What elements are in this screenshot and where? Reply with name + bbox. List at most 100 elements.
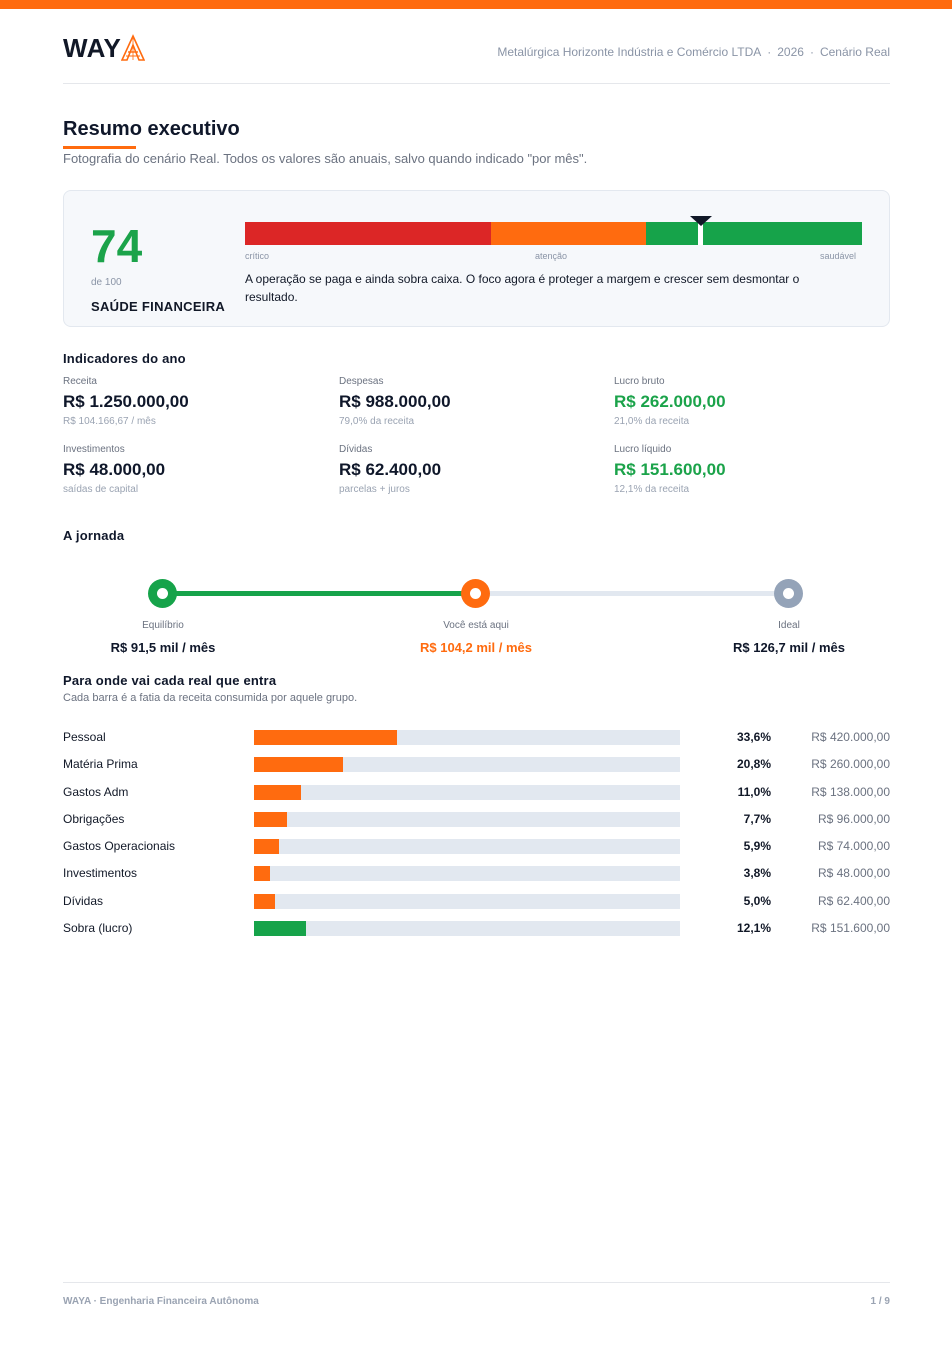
allocation-bar-fill [254,730,397,745]
allocation-row-name: Gastos Adm [63,784,129,799]
kpi-label: Dívidas [339,444,373,455]
allocation-bar-track [254,921,680,937]
gauge-attention-zone [491,222,646,245]
kpi-sub: R$ 104.166,67 / mês [63,416,156,427]
kpi-gross-profit: Lucro bruto R$ 262.000,00 21,0% da recei… [614,376,874,427]
allocation-row-amount: R$ 74.000,00 [817,839,890,854]
top-accent-bar [0,0,952,9]
allocation-row: Pessoal 33,6% R$ 420.000,00 [63,727,890,754]
logo-text: WAY [63,33,122,63]
page-number: 1 / 9 [870,1296,890,1307]
allocation-row-percent: 33,6% [736,730,771,744]
allocation-bar-track [254,893,680,909]
allocation-bar-fill [254,921,306,937]
allocation-row-percent: 3,8% [743,866,771,881]
footer-brand: WAYA · Engenharia Financeira Autônoma [63,1296,259,1307]
gauge-label-healthy: saudável [820,251,857,261]
gauge-label-attention: atenção [535,251,568,261]
journey-label-current: Você está aqui [443,620,509,631]
kpi-expenses: Despesas R$ 988.000,00 79,0% da receita [339,376,599,427]
allocation-row-percent: 11,0% [737,784,771,799]
allocation-bar-fill [254,757,343,773]
report-year: 2026 [777,45,804,59]
allocation-row: Sobra (lucro) 12,1% R$ 151.600,00 [63,918,890,945]
scenario-name: Cenário Real [819,45,890,59]
gauge-critical-zone [245,222,491,245]
kpi-sub: 79,0% da receita [339,416,415,427]
allocation-row-amount: R$ 138.000,00 [811,784,890,799]
health-gauge [245,216,862,245]
meta-separator: · [767,45,772,59]
kpi-sub: saídas de capital [63,484,139,495]
kpi-debts: Dívidas R$ 62.400,00 parcelas + juros [339,444,599,495]
allocation-row-amount: R$ 62.400,00 [817,893,890,908]
gauge-marker-line [698,222,703,245]
allocation-bar-track [254,811,680,827]
allocation-row-amount: R$ 420.000,00 [811,730,890,744]
allocation-bar-fill [254,839,279,855]
meta-separator: · [809,45,814,59]
allocation-bar-track [254,784,680,800]
journey-label-breakeven: Equilíbrio [142,620,184,631]
page-subtitle: Fotografia do cenário Real. Todos os val… [63,151,588,166]
allocation-row-amount: R$ 48.000,00 [817,866,890,881]
allocation-bars: Pessoal 33,6% R$ 420.000,00 Matéria Prima 20… [63,727,890,945]
allocation-row-name: Obrigações [63,811,125,826]
kpi-investments: Investimentos R$ 48.000,00 saídas de cap… [63,444,323,495]
kpi-value: R$ 151.600,00 [614,460,726,479]
journey-node-breakeven [148,579,177,608]
kpi-sub: 21,0% da receita [614,416,690,427]
allocation-row: Obrigações 7,7% R$ 96.000,00 [63,809,890,836]
allocation-row: Matéria Prima 20,8% R$ 260.000,00 [63,754,890,781]
health-label: SAÚDE FINANCEIRA [91,299,226,314]
title-underline [63,146,136,149]
allocation-row-amount: R$ 96.000,00 [817,811,890,826]
kpi-sub: parcelas + juros [339,484,410,495]
allocation-bar-fill [254,893,275,909]
allocation-row-percent: 5,9% [743,839,771,854]
gauge-label-critical: crítico [245,251,270,261]
journey-node-current [461,579,490,608]
allocation-row: Investimentos 3,8% R$ 48.000,00 [63,863,890,890]
allocation-row-amount: R$ 260.000,00 [811,757,890,772]
allocation-row-percent: 20,8% [736,757,771,772]
health-score: 74 [91,220,143,272]
allocation-row-percent: 12,1% [736,921,771,936]
journey-label-ideal: Ideal [778,620,800,631]
allocation-row-name: Investimentos [63,866,138,881]
indicators-title: Indicadores do ano [63,351,186,366]
journey-value-current: R$ 104,2 mil / mês [419,640,532,655]
allocation-row-amount: R$ 151.600,00 [811,921,890,936]
kpi-value: R$ 988.000,00 [339,392,451,411]
kpi-label: Lucro líquido [614,444,672,455]
page-header: WAY Metalúrgica Horizonte Indústria e Co… [63,30,890,84]
financial-health-card: 74 de 100 SAÚDE FINANCEIRA crítico atenç… [63,190,890,327]
allocation-row-percent: 7,7% [743,811,771,826]
allocation-row: Gastos Operacionais 5,9% R$ 74.000,00 [63,836,890,863]
kpi-revenue: Receita R$ 1.250.000,00 R$ 104.166,67 / … [63,376,323,427]
allocation-row-percent: 5,0% [743,893,771,908]
allocation-row: Gastos Adm 11,0% R$ 138.000,00 [63,782,890,809]
allocation-bar-track [254,730,680,745]
allocation-bar-fill [254,866,270,882]
journey-timeline: Equilíbrio R$ 91,5 mil / mês Você está a… [63,570,890,665]
allocation-title: Para onde vai cada real que entra [63,673,277,688]
journey-value-breakeven: R$ 91,5 mil / mês [110,640,216,655]
kpi-net-profit: Lucro líquido R$ 151.600,00 12,1% da rec… [614,444,874,495]
journey-node-ideal [774,579,803,608]
allocation-bar-track [254,839,680,855]
health-score-max: de 100 [91,277,122,288]
allocation-subtitle: Cada barra é a fatia da receita consumid… [63,692,358,704]
kpi-label: Receita [63,376,97,387]
health-message: A operação se paga e ainda sobra caixa. … [245,272,800,304]
journey-value-ideal: R$ 126,7 mil / mês [732,640,845,655]
header-meta: Metalúrgica Horizonte Indústria e Comérc… [497,45,890,59]
kpi-value: R$ 262.000,00 [614,392,726,411]
allocation-bar-fill [254,784,301,800]
gauge-marker-pointer [690,216,712,226]
page-title: Resumo executivo [63,118,240,140]
allocation-row-name: Pessoal [63,730,106,744]
allocation-bar-fill [254,811,287,827]
allocation-row-name: Dívidas [63,893,104,908]
kpi-value: R$ 1.250.000,00 [63,392,189,411]
